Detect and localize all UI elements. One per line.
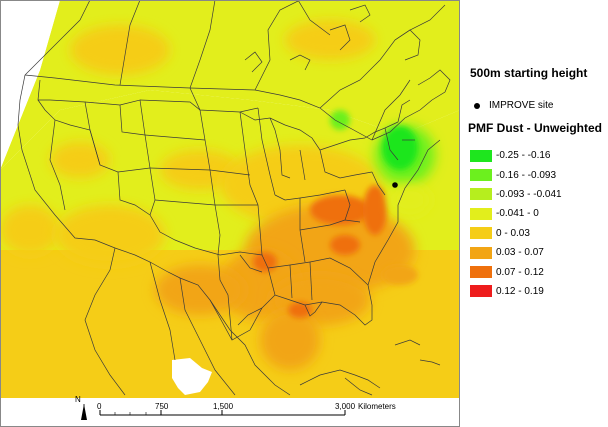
legend-label: 0.03 - 0.07	[496, 247, 544, 259]
legend-label: -0.16 - -0.093	[496, 169, 557, 181]
boundary-lines	[17, 0, 451, 396]
legend-label: -0.25 - -0.16	[496, 150, 551, 162]
legend-swatch	[470, 169, 492, 182]
legend-panel: 500m starting height IMPROVE site PMF Du…	[466, 0, 608, 427]
scale-bar	[99, 410, 346, 416]
north-arrow	[81, 404, 87, 420]
legend-swatch	[470, 246, 492, 259]
legend-title: PMF Dust - Unweighted	[468, 121, 602, 135]
legend-swatch	[470, 188, 492, 201]
legend-label: 0.07 - 0.12	[496, 266, 544, 278]
improve-site-marker	[392, 182, 398, 188]
map-canvas: N 0 750 1,500 3,000 Kilometers	[0, 0, 460, 427]
legend-item: 0.03 - 0.07	[470, 243, 562, 262]
improve-site-legend: IMPROVE site	[470, 100, 553, 111]
data-gap-northwest-corner	[0, 0, 60, 170]
legend-swatch	[470, 266, 492, 279]
legend-item: 0.12 - 0.19	[470, 282, 562, 301]
legend-item: -0.041 - 0	[470, 204, 562, 223]
legend-swatches: -0.25 - -0.16 -0.16 - -0.093 -0.093 - -0.0…	[470, 146, 562, 301]
legend-swatch	[470, 149, 492, 162]
legend-swatch	[470, 227, 492, 240]
legend-item: -0.25 - -0.16	[470, 146, 562, 165]
legend-label: -0.041 - 0	[496, 208, 539, 220]
legend-label: 0 - 0.03	[496, 227, 530, 239]
starting-height-label: 500m starting height	[470, 66, 588, 80]
legend-item: -0.16 - -0.093	[470, 165, 562, 184]
legend-item: 0.07 - 0.12	[470, 262, 562, 281]
legend-item: 0 - 0.03	[470, 224, 562, 243]
legend-swatch	[470, 207, 492, 220]
scale-tick-750: 750	[155, 402, 169, 411]
data-gap-southwest	[172, 358, 212, 395]
legend-item: -0.093 - -0.041	[470, 185, 562, 204]
scale-tick-1500: 1,500	[213, 402, 234, 411]
north-arrow-label: N	[75, 395, 81, 404]
improve-site-label: IMPROVE site	[489, 100, 554, 111]
site-dot-icon	[474, 102, 480, 109]
legend-swatch	[470, 285, 492, 298]
scale-tick-3000: 3,000	[335, 402, 356, 411]
scale-tick-0: 0	[97, 402, 102, 411]
data-gap-bottom-strip	[0, 398, 460, 427]
legend-label: 0.12 - 0.19	[496, 285, 544, 297]
scale-units: Kilometers	[358, 402, 396, 411]
legend-label: -0.093 - -0.041	[496, 188, 562, 200]
